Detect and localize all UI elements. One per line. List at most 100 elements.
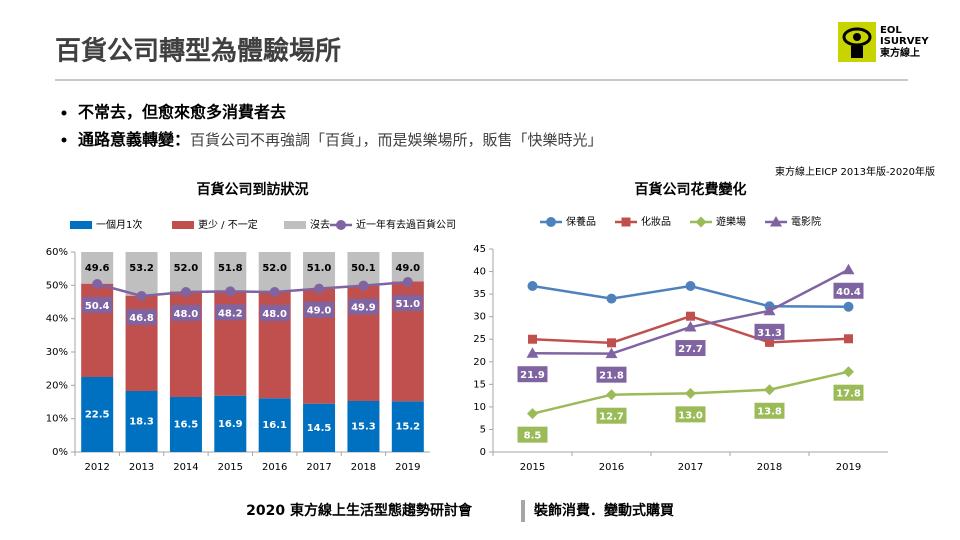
legend-label: 電影院 bbox=[791, 215, 821, 228]
x-tick-label: 2014 bbox=[173, 462, 198, 473]
logo: EOL ISURVEY 東方線上 bbox=[838, 22, 929, 62]
x-tick-label: 2018 bbox=[351, 462, 376, 473]
data-label: 53.2 bbox=[129, 263, 154, 274]
label-box bbox=[304, 301, 335, 318]
bullet: 不常去，但愈來愈多消費者去 bbox=[78, 103, 286, 122]
marker bbox=[92, 279, 103, 289]
data-label: 48.2 bbox=[218, 308, 243, 319]
marker bbox=[528, 334, 537, 344]
legend-swatch bbox=[172, 221, 194, 229]
marker bbox=[605, 347, 618, 359]
data-label: 31.3 bbox=[757, 328, 782, 339]
legend-label: 近一年有去過百貨公司 bbox=[356, 218, 456, 231]
label-box bbox=[675, 406, 706, 423]
marker bbox=[842, 263, 855, 275]
bar bbox=[347, 252, 380, 286]
marker bbox=[843, 366, 854, 378]
marker bbox=[763, 304, 776, 316]
bar bbox=[258, 398, 291, 452]
x-tick-label: 2012 bbox=[84, 462, 109, 473]
bar bbox=[258, 252, 291, 292]
y-tick-label: 0 bbox=[480, 447, 486, 458]
legend-marker bbox=[336, 220, 346, 230]
bar bbox=[81, 377, 114, 452]
legend-label: 一個月1次 bbox=[96, 218, 142, 231]
y-tick-label: 10 bbox=[473, 402, 486, 413]
marker bbox=[358, 280, 369, 291]
marker bbox=[526, 347, 539, 358]
data-label: 15.3 bbox=[351, 422, 376, 433]
bar bbox=[391, 252, 424, 282]
chart-title: 百貨公司到訪狀況 bbox=[197, 181, 309, 198]
bullet-dot bbox=[61, 137, 67, 143]
label-box bbox=[833, 282, 864, 299]
x-tick-label: 2015 bbox=[218, 462, 243, 473]
marker bbox=[180, 287, 191, 297]
data-label: 22.5 bbox=[85, 410, 110, 421]
slide-title: 百貨公司轉型為體驗場所 bbox=[55, 36, 341, 67]
footer-left: 2020 東方線上生活型態趨勢研討會 bbox=[246, 502, 473, 519]
legend-swatch bbox=[70, 221, 92, 229]
y-tick-label: 20% bbox=[46, 380, 68, 391]
label-box bbox=[170, 305, 201, 321]
data-label: 46.8 bbox=[129, 313, 154, 324]
legend-label: 保養品 bbox=[566, 215, 596, 228]
logo-text: ISURVEY bbox=[880, 36, 929, 47]
label-box bbox=[754, 323, 785, 340]
y-tick-label: 15 bbox=[473, 379, 486, 390]
data-label: 48.0 bbox=[262, 309, 287, 320]
label-box bbox=[517, 426, 548, 443]
label-box bbox=[259, 305, 290, 321]
y-tick-label: 25 bbox=[473, 334, 486, 345]
x-tick-label: 2015 bbox=[520, 462, 545, 473]
x-tick-label: 2019 bbox=[836, 462, 861, 473]
data-label: 8.5 bbox=[524, 431, 542, 442]
bar bbox=[125, 391, 158, 452]
bullet-text: 百貨公司不再強調「百貨」，而是娛樂場所，販售「快樂時光」 bbox=[190, 131, 603, 149]
legend-label: 更少 / 不一定 bbox=[198, 218, 258, 231]
data-label: 52.0 bbox=[262, 263, 287, 274]
bar bbox=[303, 403, 336, 452]
label-box bbox=[392, 295, 423, 311]
label-box bbox=[754, 402, 785, 419]
data-label: 51.8 bbox=[218, 263, 243, 274]
y-tick-label: 50% bbox=[46, 280, 68, 291]
label-box bbox=[675, 340, 706, 357]
series-line bbox=[96, 280, 408, 298]
label-box bbox=[596, 366, 627, 383]
data-label: 51.0 bbox=[395, 299, 420, 310]
bar bbox=[125, 252, 158, 296]
bar bbox=[81, 252, 114, 284]
y-tick-label: 30% bbox=[46, 347, 68, 358]
y-tick-label: 10% bbox=[46, 414, 68, 425]
marker bbox=[606, 293, 617, 304]
marker bbox=[314, 283, 325, 294]
logo-text: 東方線上 bbox=[880, 46, 920, 59]
label-box bbox=[596, 407, 627, 424]
x-tick-label: 2017 bbox=[306, 462, 331, 473]
marker bbox=[685, 387, 696, 399]
data-label: 17.8 bbox=[836, 389, 861, 400]
data-label: 16.1 bbox=[262, 420, 287, 431]
marker bbox=[606, 389, 617, 401]
marker bbox=[225, 286, 236, 297]
legend-label: 遊樂場 bbox=[716, 215, 746, 228]
footer-sep bbox=[521, 500, 525, 522]
label-box bbox=[833, 384, 864, 401]
marker bbox=[843, 301, 854, 312]
y-tick-label: 40 bbox=[473, 267, 486, 278]
y-tick-label: 35 bbox=[473, 289, 486, 300]
data-label: 15.2 bbox=[395, 422, 420, 433]
data-label: 13.0 bbox=[678, 410, 703, 421]
x-tick-label: 2013 bbox=[129, 462, 154, 473]
data-label: 16.9 bbox=[218, 419, 243, 430]
bar bbox=[169, 252, 202, 292]
data-label: 16.5 bbox=[174, 420, 199, 431]
source: 東方線上EICP 2013年版-2020年版 bbox=[775, 165, 935, 178]
legend-label: 沒去 bbox=[310, 218, 330, 231]
marker bbox=[686, 311, 695, 321]
data-label: 12.7 bbox=[599, 412, 624, 423]
bar bbox=[347, 401, 380, 452]
x-tick-label: 2019 bbox=[395, 462, 420, 473]
